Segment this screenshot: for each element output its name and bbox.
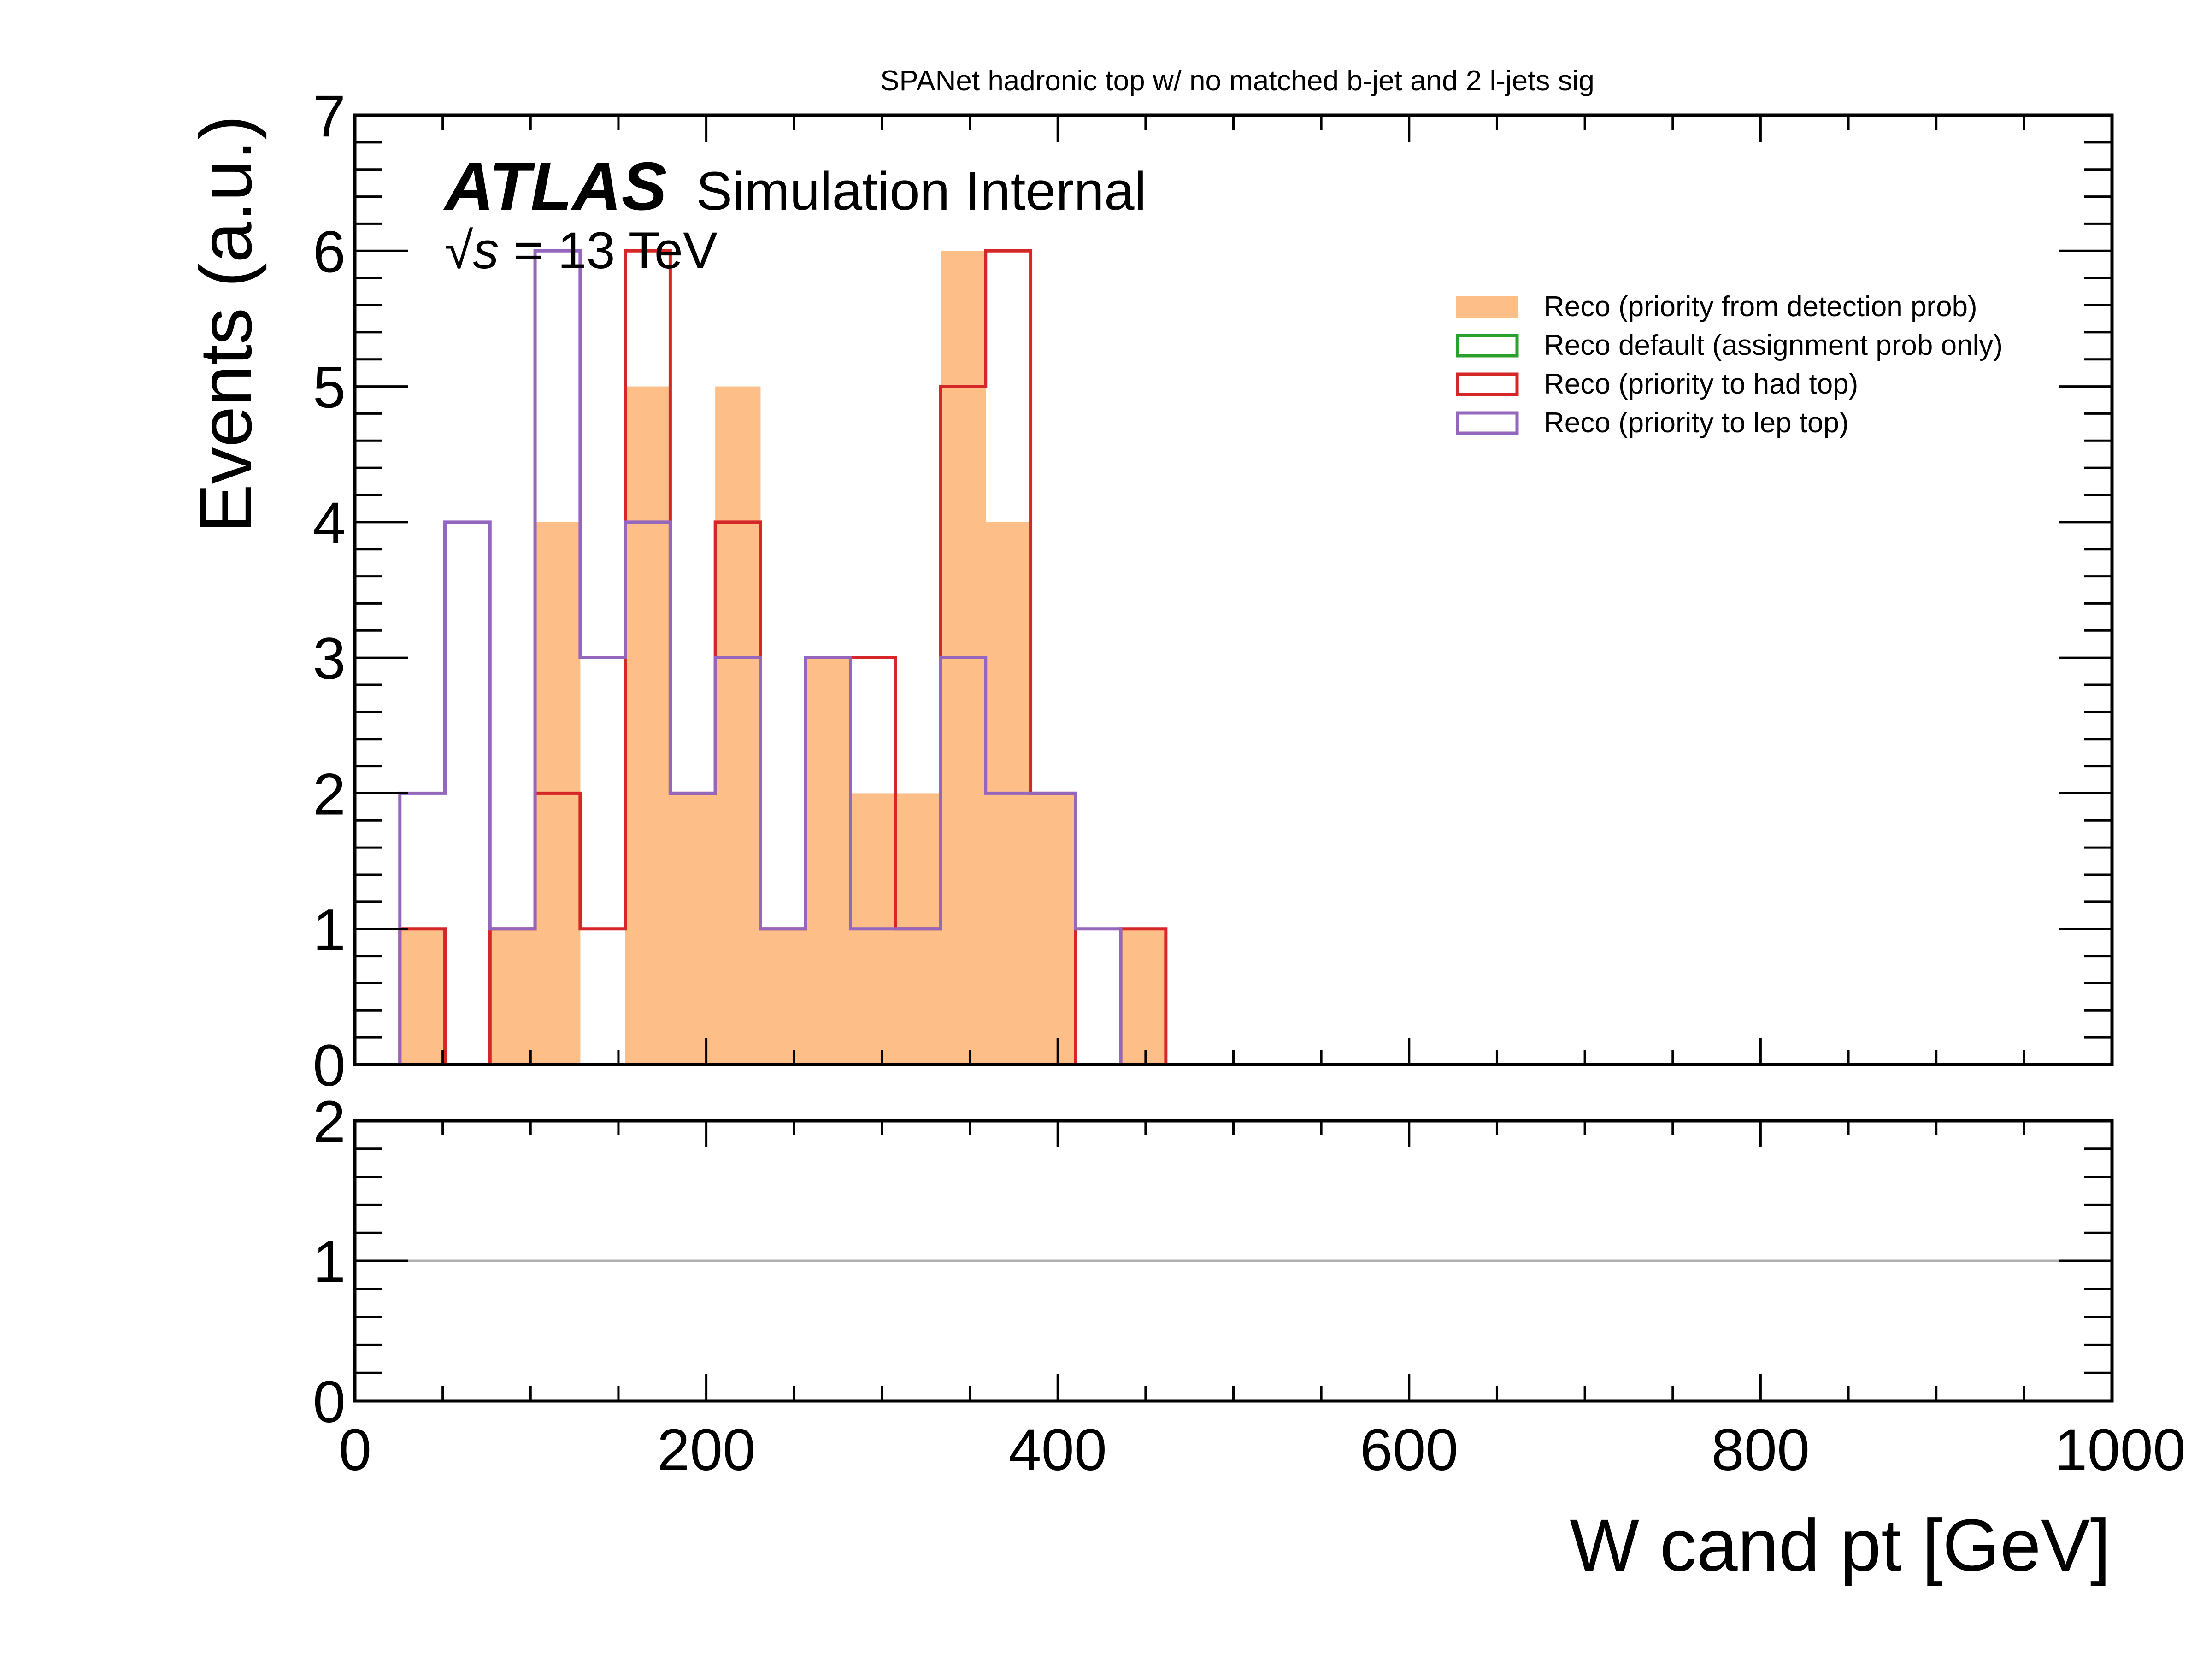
y-tick-label: 0 [313,1033,346,1099]
ratio-panel: 0 1 2 0 200 400 600 800 1000 [313,1089,2186,1483]
energy-label-suffix: = 13 TeV [513,222,718,279]
svg-text:√s = 13 TeV: √s = 13 TeV [445,222,718,279]
y-tick-label: 4 [313,490,346,556]
bar-0-0 [400,929,446,1065]
y-tick-labels: 0 1 2 3 4 5 6 7 [313,83,346,1099]
atlas-label: ATLAS Simulation Internal √s = 13 TeV [443,148,1147,279]
y-tick-label: 1 [313,897,346,963]
y-tick-label: 6 [313,219,346,285]
legend-label: Reco (priority from detection prob) [1544,291,1977,323]
legend-entry-1: Reco default (assignment prob only) [1456,329,2003,361]
y-axis-label: Events (a.u.) [184,115,267,533]
filled-histogram [400,251,1166,1065]
ratio-panel-frame [353,1119,2114,1403]
bar-0-2 [490,929,535,1065]
bar-0-5 [625,386,671,1065]
main-panel-ticks [353,114,2113,1066]
legend-entry-2: Reco (priority to had top) [1456,368,1858,400]
legend-entry-3: Reco (priority to lep top) [1456,407,1849,439]
legend-swatch [1456,296,1518,318]
experiment-status: Simulation Internal [696,161,1146,222]
chart-title: SPANet hadronic top w/ no matched b-jet … [880,65,1594,97]
y-tick-label: 7 [313,83,346,149]
bar-0-14 [1030,793,1076,1065]
bar-0-16 [1121,929,1166,1065]
legend-label: Reco (priority to had top) [1544,368,1858,400]
legend-label: Reco default (assignment prob only) [1544,329,2003,361]
svg-text:ATLAS Simulation Interna: ATLAS Simulation Internal [443,148,1147,224]
x-tick-label: 200 [657,1417,756,1483]
bar-0-7 [715,386,761,1065]
x-tick-label: 1000 [2054,1417,2186,1483]
bar-0-9 [805,658,851,1065]
legend-swatch [1456,411,1519,435]
y-tick-label: 2 [313,761,346,827]
x-tick-label: 800 [1712,1417,1810,1483]
x-tick-labels: 0 200 400 600 800 1000 [339,1417,2186,1483]
legend-entry-0: Reco (priority from detection prob) [1456,291,1977,323]
legend-label: Reco (priority to lep top) [1544,407,1849,439]
main-panel: 0 1 2 3 4 5 6 7 [313,83,2114,1099]
energy-label-prefix: √s [445,222,499,279]
y-tick-label: 3 [313,626,346,692]
bar-0-8 [760,929,806,1065]
ratio-y-tick-label: 0 [313,1369,346,1435]
legend: Reco (priority from detection prob) Reco … [1456,291,2003,439]
x-tick-label: 0 [339,1417,371,1483]
legend-swatch [1456,334,1519,358]
x-tick-label: 600 [1360,1417,1459,1483]
ratio-y-tick-label: 1 [313,1229,346,1295]
experiment-label: ATLAS [443,148,667,224]
bar-0-6 [670,793,716,1065]
main-panel-frame [353,113,2114,1066]
series-line-3 [398,249,1166,1066]
x-tick-label: 400 [1008,1417,1107,1483]
step-histograms [398,249,1168,1066]
legend-swatch [1456,372,1519,396]
x-axis-label: W cand pt [GeV] [1570,1504,2111,1586]
ratio-y-tick-label: 2 [313,1089,346,1155]
y-tick-label: 5 [313,355,346,421]
ratio-y-tick-labels: 0 1 2 [313,1089,346,1435]
